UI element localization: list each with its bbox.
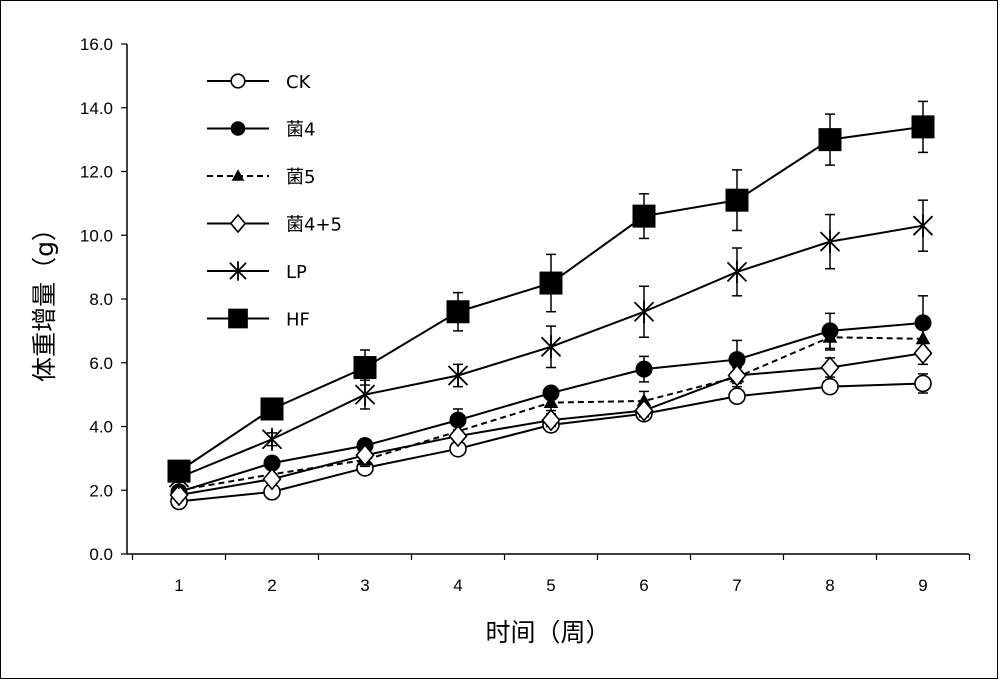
y-tick-label: 4.0 [89, 418, 113, 437]
legend-marker [230, 73, 246, 89]
y-ticks: 0.0 2.0 4.0 6.0 8.0 10.0 12.0 14.0 16.0 [80, 35, 127, 564]
series-LP [168, 199, 934, 489]
data-point [913, 341, 933, 365]
data-point [539, 271, 563, 295]
y-tick-label: 6.0 [89, 354, 113, 373]
legend-marker [229, 213, 247, 234]
data-point [447, 364, 469, 387]
x-tick-label: 1 [174, 576, 183, 595]
data-point [353, 356, 377, 380]
y-tick-label: 16.0 [80, 35, 113, 54]
legend-marker [231, 169, 245, 181]
legend-item: 菌4+5 [207, 213, 342, 236]
data-point [821, 377, 839, 396]
legend-marker [230, 121, 246, 136]
data-point [633, 300, 655, 324]
data-point [725, 188, 749, 212]
data-point [819, 230, 841, 254]
data-point [261, 427, 283, 451]
legend-marker [228, 308, 248, 329]
legend-label: 菌4 [286, 120, 315, 141]
data-point [541, 408, 561, 432]
x-tick-label: 4 [453, 576, 462, 595]
data-point [167, 459, 191, 483]
series-HF [167, 100, 935, 483]
legend-label: LP [286, 262, 307, 283]
data-point [262, 467, 282, 491]
data-point [635, 360, 653, 378]
legend-label: 菌4+5 [286, 215, 342, 236]
y-tick-label: 14.0 [80, 99, 113, 118]
y-axis-title: 体重增量（g） [30, 216, 59, 382]
data-point [822, 329, 838, 343]
data-point [260, 397, 284, 421]
legend-item: 菌4 [207, 120, 315, 141]
data-point [911, 115, 935, 139]
legend-item: 菌5 [207, 167, 315, 188]
data-point [448, 424, 468, 448]
data-point [355, 443, 375, 467]
y-tick-label: 10.0 [80, 226, 113, 245]
legend-marker [229, 261, 247, 281]
y-tick-label: 12.0 [80, 163, 113, 182]
data-point [543, 394, 559, 409]
x-tick-label: 8 [825, 576, 834, 595]
x-tick-label: 2 [267, 576, 276, 595]
y-tick-label: 2.0 [89, 481, 113, 500]
data-point [820, 356, 840, 379]
data-point [818, 128, 842, 152]
data-point [354, 383, 376, 407]
legend-item: LP [207, 261, 307, 283]
data-point [540, 335, 562, 359]
x-tick-label: 9 [918, 576, 927, 595]
y-tick-label: 8.0 [89, 290, 113, 309]
data-point [727, 364, 747, 387]
x-tick-label: 7 [732, 576, 741, 595]
series-layer [167, 100, 935, 511]
legend-label: 菌5 [286, 167, 315, 188]
x-tick-label: 6 [639, 576, 648, 595]
legend-label: CK [286, 72, 312, 93]
x-tick-label: 5 [546, 576, 555, 595]
data-point [446, 300, 470, 324]
legend-item: HF [207, 308, 310, 331]
legend-item: CK [207, 72, 312, 93]
series-菌4+5 [169, 341, 933, 507]
data-point [912, 214, 934, 238]
data-point [728, 387, 746, 406]
data-point [726, 260, 748, 284]
x-ticks: 1 2 3 4 5 6 7 8 9 [131, 554, 971, 595]
data-point [914, 374, 932, 393]
legend-label: HF [286, 310, 310, 331]
y-tick-label: 0.0 [89, 545, 113, 564]
legend: CK 菌4 菌5 菌4+5 LP HF [207, 72, 342, 331]
data-point [169, 483, 189, 507]
data-point [634, 399, 654, 422]
x-tick-label: 3 [360, 576, 369, 595]
data-point [632, 204, 656, 228]
x-axis-title: 时间（周） [485, 618, 610, 647]
